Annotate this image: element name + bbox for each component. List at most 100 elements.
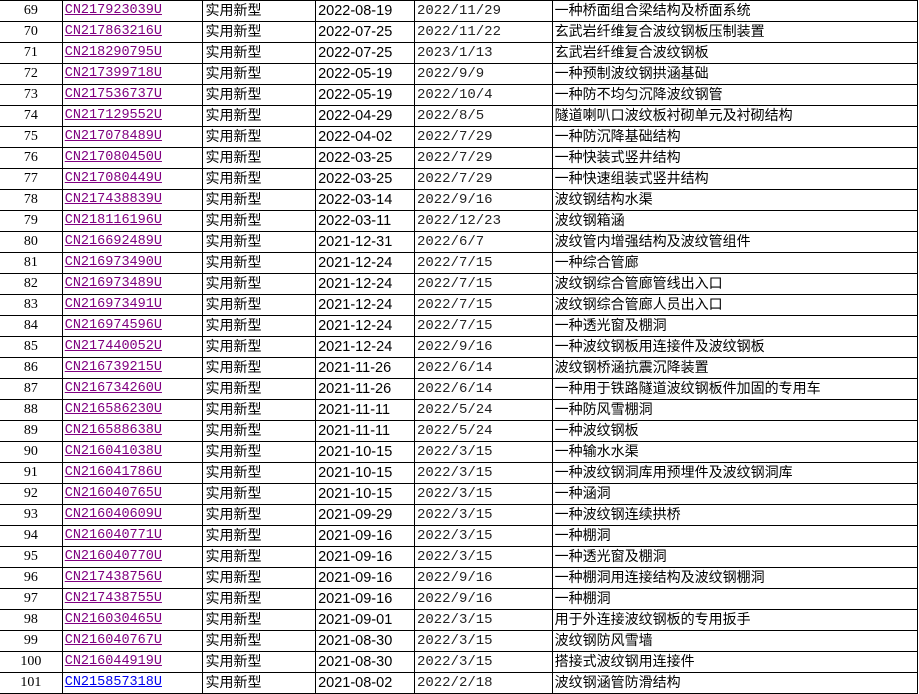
patent-link[interactable]: CN217438756U <box>64 570 162 585</box>
row-number-cell: 77 <box>0 168 63 190</box>
patent-link[interactable]: CN217923039U <box>64 3 162 18</box>
application-date-cell: 2021-12-24 <box>315 315 415 337</box>
patent-number-cell: CN217078489U <box>61 126 204 148</box>
patent-link[interactable]: CN216973490U <box>64 255 162 270</box>
patent-type-cell: 实用新型 <box>202 609 317 631</box>
patent-link[interactable]: CN215857318U <box>64 675 162 690</box>
publication-date-cell: 2022/3/15 <box>413 525 553 547</box>
patent-link[interactable]: CN217080449U <box>64 171 162 186</box>
publication-date-cell: 2022/11/22 <box>413 21 553 43</box>
patent-link[interactable]: CN216040609U <box>64 507 162 522</box>
patent-link[interactable]: CN216044919U <box>64 654 162 669</box>
patent-link[interactable]: CN216734260U <box>64 381 162 396</box>
patent-type-cell: 实用新型 <box>202 126 317 148</box>
patent-type-cell: 实用新型 <box>202 672 317 694</box>
row-number-cell: 85 <box>0 336 63 358</box>
patent-link[interactable]: CN216030465U <box>64 612 162 627</box>
patent-number-cell: CN217438839U <box>61 189 204 211</box>
patent-number-cell: CN216586230U <box>61 399 204 421</box>
application-date-cell: 2022-03-11 <box>315 210 415 232</box>
patent-title-cell: 一种防不均匀沉降波纹钢管 <box>551 84 919 106</box>
patent-link[interactable]: CN216974596U <box>64 318 162 333</box>
application-date-cell: 2022-05-19 <box>315 84 415 106</box>
patent-link[interactable]: CN216041038U <box>64 444 162 459</box>
row-number-cell: 78 <box>0 189 63 211</box>
patent-type-cell: 实用新型 <box>202 504 317 526</box>
patent-title-cell: 一种综合管廊 <box>551 252 919 274</box>
application-date-cell: 2021-12-24 <box>315 294 415 316</box>
patent-link[interactable]: CN216739215U <box>64 360 162 375</box>
patent-number-cell: CN217129552U <box>61 105 204 127</box>
patent-link[interactable]: CN216586230U <box>64 402 162 417</box>
patent-link[interactable]: CN217080450U <box>64 150 162 165</box>
row-number-cell: 88 <box>0 399 63 421</box>
row-number-cell: 94 <box>0 525 63 547</box>
patent-link[interactable]: CN217399718U <box>64 66 162 81</box>
application-date-cell: 2022-03-25 <box>315 147 415 169</box>
row-number-cell: 80 <box>0 231 63 253</box>
patent-title-cell: 一种透光窗及棚洞 <box>551 546 919 568</box>
patent-type-cell: 实用新型 <box>202 147 317 169</box>
patent-link[interactable]: CN217536737U <box>64 87 162 102</box>
patent-title-cell: 一种桥面组合梁结构及桥面系统 <box>551 0 919 22</box>
patent-link[interactable]: CN217438755U <box>64 591 162 606</box>
patent-title-cell: 波纹钢箱涵 <box>551 210 919 232</box>
patent-number-cell: CN216974596U <box>61 315 204 337</box>
table-row: 74 CN217129552U 实用新型 2022-04-29 2022/8/5 隧道喇叭… <box>0 105 919 127</box>
patent-number-cell: CN216041786U <box>61 462 204 484</box>
patent-link[interactable]: CN216973491U <box>64 297 162 312</box>
application-date-cell: 2021-11-11 <box>315 420 415 442</box>
application-date-cell: 2021-09-16 <box>315 546 415 568</box>
patent-link[interactable]: CN216040770U <box>64 549 162 564</box>
patent-link[interactable]: CN218290795U <box>64 45 162 60</box>
row-number-cell: 70 <box>0 21 63 43</box>
patent-link[interactable]: CN216040767U <box>64 633 162 648</box>
patent-type-cell: 实用新型 <box>202 231 317 253</box>
application-date-cell: 2021-09-16 <box>315 567 415 589</box>
patent-link[interactable]: CN217438839U <box>64 192 162 207</box>
table-row: 70 CN217863216U 实用新型 2022-07-25 2022/11/22 玄武… <box>0 21 919 43</box>
patent-number-cell: CN216588638U <box>61 420 204 442</box>
row-number-cell: 89 <box>0 420 63 442</box>
patent-link[interactable]: CN217078489U <box>64 129 162 144</box>
table-row: 75 CN217078489U 实用新型 2022-04-02 2022/7/29 一种防… <box>0 126 919 148</box>
patent-link[interactable]: CN216692489U <box>64 234 162 249</box>
patent-number-cell: CN217080449U <box>61 168 204 190</box>
patent-title-cell: 一种波纹钢洞库用预埋件及波纹钢洞库 <box>551 462 919 484</box>
patent-number-cell: CN216041038U <box>61 441 204 463</box>
patent-link[interactable]: CN217863216U <box>64 24 162 39</box>
patent-link[interactable]: CN216040771U <box>64 528 162 543</box>
patent-number-cell: CN217923039U <box>61 0 204 22</box>
patent-link[interactable]: CN216973489U <box>64 276 162 291</box>
patent-link[interactable]: CN218116196U <box>64 213 162 228</box>
table-row: 76 CN217080450U 实用新型 2022-03-25 2022/7/29 一种快… <box>0 147 919 169</box>
patent-number-cell: CN216692489U <box>61 231 204 253</box>
application-date-cell: 2021-12-24 <box>315 252 415 274</box>
application-date-cell: 2021-10-15 <box>315 462 415 484</box>
publication-date-cell: 2022/7/15 <box>413 294 553 316</box>
patent-title-cell: 波纹管内增强结构及波纹管组件 <box>551 231 919 253</box>
publication-date-cell: 2022/7/15 <box>413 315 553 337</box>
application-date-cell: 2021-11-26 <box>315 378 415 400</box>
row-number-cell: 93 <box>0 504 63 526</box>
publication-date-cell: 2022/11/29 <box>413 0 553 22</box>
patent-link[interactable]: CN217440052U <box>64 339 162 354</box>
patent-title-cell: 一种波纹钢连续拱桥 <box>551 504 919 526</box>
patent-type-cell: 实用新型 <box>202 336 317 358</box>
publication-date-cell: 2022/12/23 <box>413 210 553 232</box>
row-number-cell: 76 <box>0 147 63 169</box>
patent-number-cell: CN216973490U <box>61 252 204 274</box>
patent-number-cell: CN217440052U <box>61 336 204 358</box>
patent-link[interactable]: CN216588638U <box>64 423 162 438</box>
patent-title-cell: 一种棚洞用连接结构及波纹钢棚洞 <box>551 567 919 589</box>
patent-title-cell: 一种预制波纹钢拱涵基础 <box>551 63 919 85</box>
application-date-cell: 2022-07-25 <box>315 21 415 43</box>
application-date-cell: 2022-08-19 <box>315 0 415 22</box>
patent-link[interactable]: CN216040765U <box>64 486 162 501</box>
publication-date-cell: 2022/9/9 <box>413 63 553 85</box>
patent-link[interactable]: CN216041786U <box>64 465 162 480</box>
patent-link[interactable]: CN217129552U <box>64 108 162 123</box>
row-number-cell: 100 <box>0 651 63 673</box>
patent-number-cell: CN217536737U <box>61 84 204 106</box>
